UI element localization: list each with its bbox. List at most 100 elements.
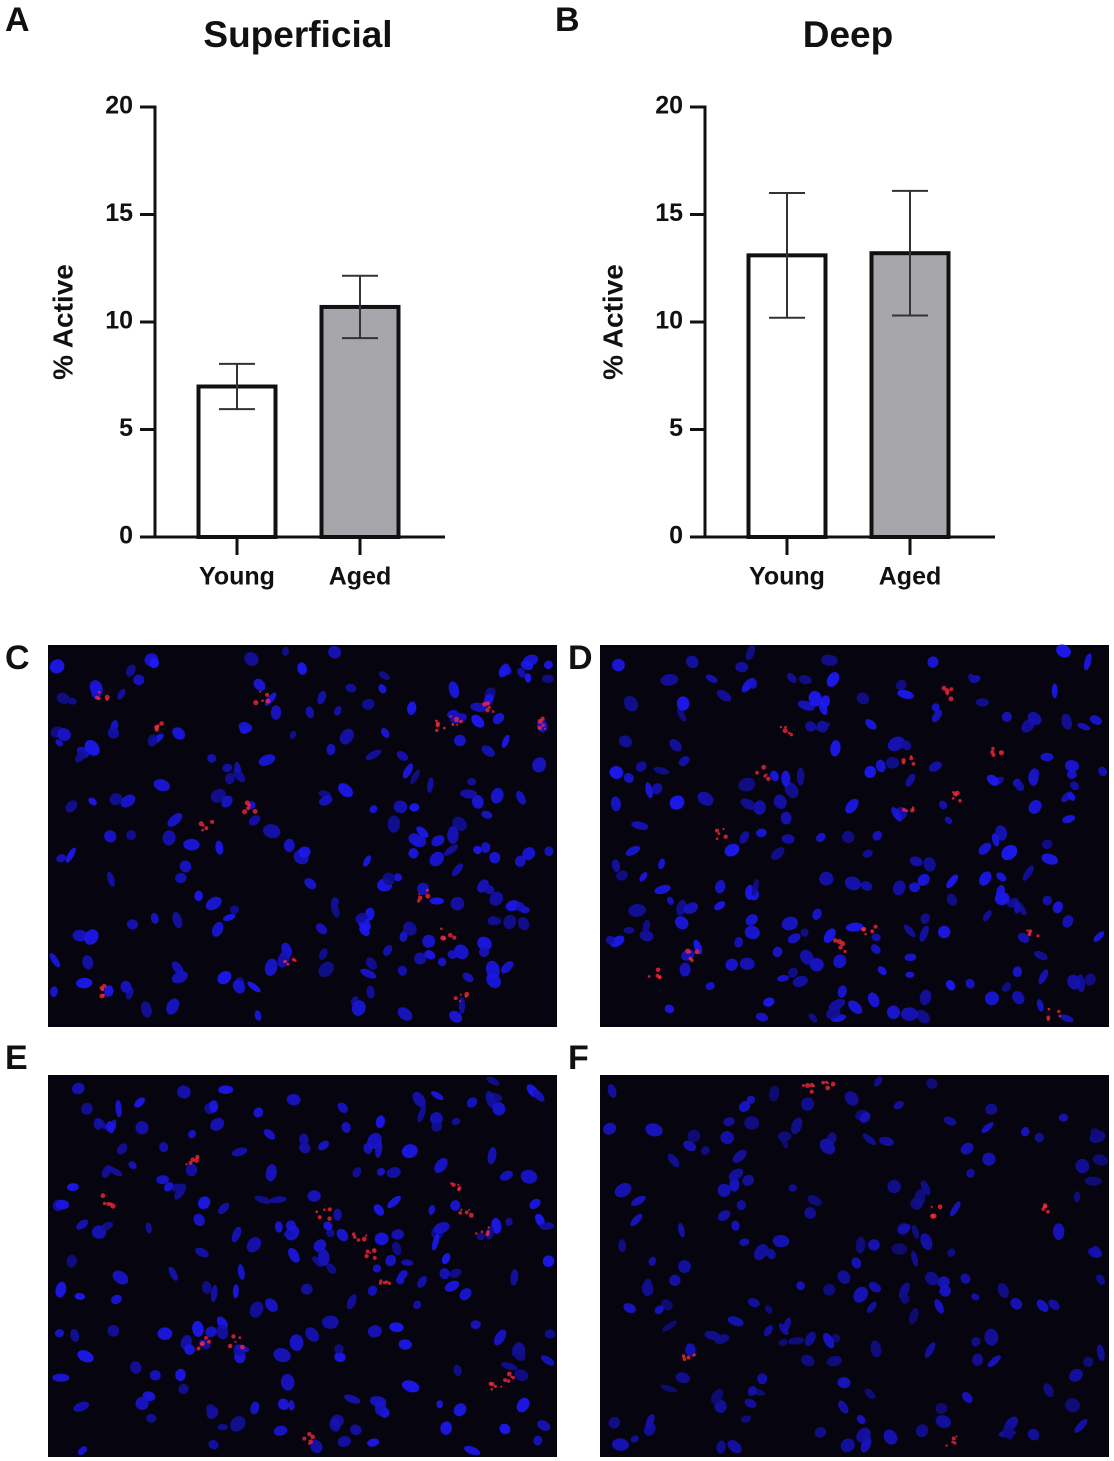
signal-dot — [490, 1382, 495, 1387]
nucleus — [481, 810, 493, 819]
nucleus — [104, 985, 114, 997]
nucleus — [837, 1270, 851, 1284]
nucleus — [247, 981, 261, 993]
nucleus — [133, 674, 145, 686]
nucleus — [1052, 901, 1063, 914]
signal-dot — [717, 832, 721, 835]
nucleus — [372, 1264, 382, 1273]
nucleus — [77, 1446, 88, 1456]
nucleus — [539, 1222, 555, 1231]
nucleus — [745, 644, 756, 661]
nucleus — [833, 954, 847, 969]
nucleus — [369, 805, 378, 814]
nucleus — [492, 1102, 506, 1116]
nucleus — [168, 1266, 178, 1281]
signal-dot — [100, 1193, 106, 1199]
signal-dot — [459, 993, 462, 996]
nucleus — [89, 680, 103, 694]
signal-dot — [196, 1346, 201, 1351]
nucleus — [323, 1221, 333, 1231]
nucleus — [735, 661, 749, 673]
nucleus — [387, 1195, 401, 1209]
nucleus — [326, 743, 336, 756]
nucleus — [821, 654, 838, 666]
nucleus — [841, 830, 855, 844]
nucleus — [452, 816, 467, 831]
nucleus — [816, 720, 829, 733]
nucleus — [532, 757, 547, 773]
signal-dot — [761, 764, 767, 770]
nucleus — [436, 1400, 443, 1409]
nucleus — [778, 1338, 788, 1347]
signal-dot — [952, 791, 955, 794]
nucleus — [328, 645, 342, 659]
nucleus — [664, 1004, 675, 1014]
nucleus — [763, 997, 775, 1007]
nucleus — [853, 1286, 869, 1303]
nucleus — [367, 1132, 382, 1149]
nucleus — [221, 795, 233, 808]
nucleus — [1064, 760, 1080, 772]
signal-dot — [468, 1212, 474, 1218]
nucleus — [645, 1414, 655, 1429]
nucleus — [134, 1097, 145, 1108]
signal-dot — [308, 1442, 311, 1446]
nucleus — [88, 797, 97, 806]
nucleus — [739, 957, 755, 971]
signal-dot — [833, 938, 838, 943]
nucleus — [934, 1299, 944, 1314]
nucleus — [178, 1383, 189, 1395]
nucleus — [70, 1328, 80, 1343]
nucleus — [378, 684, 387, 694]
nucleus — [172, 727, 186, 740]
nucleus — [369, 1396, 387, 1407]
nucleus — [110, 1294, 122, 1305]
nucleus — [732, 1149, 747, 1163]
nucleus — [1067, 769, 1077, 780]
nucleus — [823, 928, 836, 944]
nucleus — [175, 1368, 186, 1382]
nucleus — [1001, 844, 1018, 861]
nucleus — [529, 1198, 541, 1210]
nucleus — [76, 977, 93, 989]
signal-dot — [261, 699, 264, 702]
nucleus — [911, 1224, 920, 1240]
nucleus — [831, 1333, 841, 1343]
nucleus — [968, 673, 976, 683]
nucleus — [537, 1420, 551, 1431]
nucleus — [501, 960, 514, 974]
nucleus — [345, 683, 357, 693]
nucleus — [937, 1276, 950, 1288]
nucleus — [297, 662, 307, 675]
signal-dot — [378, 1281, 383, 1285]
nucleus — [887, 736, 905, 752]
signal-dot — [317, 1215, 322, 1220]
nucleus — [520, 660, 534, 671]
signal-dot — [440, 927, 443, 931]
nucleus — [450, 896, 465, 911]
y-tick-label: 10 — [105, 307, 133, 335]
nucleus — [919, 989, 932, 1006]
nucleus — [991, 833, 1000, 847]
nucleus — [351, 1000, 366, 1016]
x-tick-label: Young — [749, 563, 825, 591]
nucleus — [826, 672, 840, 687]
nucleus — [333, 1208, 342, 1221]
signal-dot — [307, 1431, 312, 1437]
nucleus — [401, 1259, 414, 1266]
nucleus — [630, 1435, 639, 1443]
nucleus — [177, 1085, 191, 1099]
nucleus — [246, 1236, 262, 1253]
nucleus — [289, 730, 297, 740]
nucleus — [1038, 969, 1049, 984]
nucleus — [938, 800, 948, 810]
signal-dot — [506, 1379, 511, 1383]
nucleus — [610, 796, 621, 812]
nucleus — [107, 1166, 123, 1177]
nucleus — [499, 1423, 511, 1435]
nucleus — [717, 1210, 731, 1221]
nucleus — [780, 811, 792, 825]
signal-dot — [435, 728, 439, 733]
nucleus — [505, 1217, 513, 1226]
signal-dot — [238, 1336, 242, 1340]
